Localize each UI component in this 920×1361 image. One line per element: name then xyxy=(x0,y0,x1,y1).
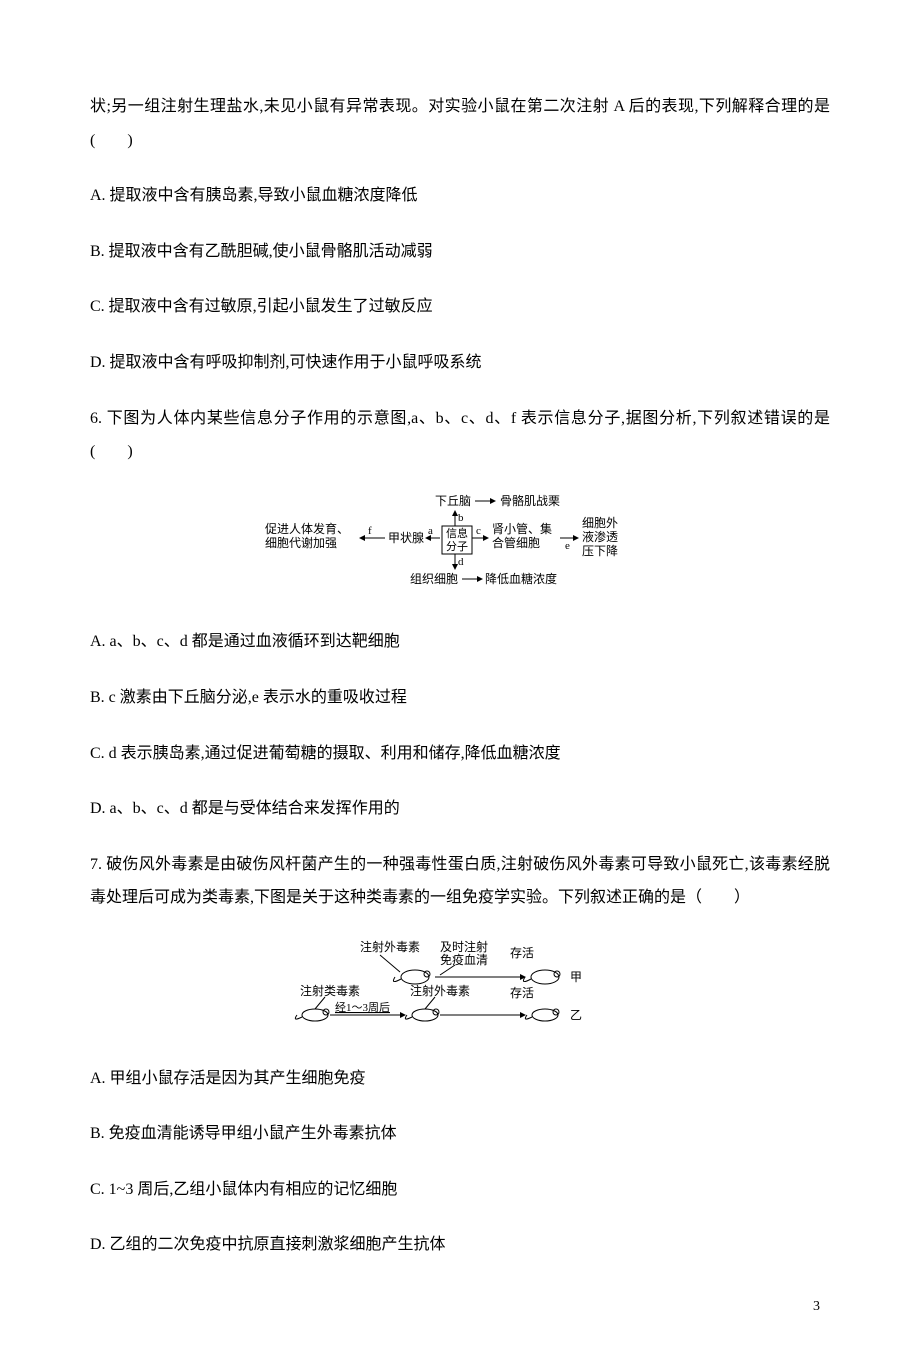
label-jishi1: 及时注射 xyxy=(440,939,488,954)
label-jishi2: 免疫血清 xyxy=(440,952,488,967)
label-yi: 乙 xyxy=(570,1008,582,1022)
q6-option-c: C. d 表示胰岛素,通过促进葡萄糖的摄取、利用和储存,降低血糖浓度 xyxy=(90,737,830,771)
node-jiazhuang: 甲状腺 xyxy=(388,531,424,545)
node-xinxi1: 信息 xyxy=(446,526,468,540)
q6-diagram-svg: 下丘脑 骨骼肌战栗 b 促进人体发育、 细胞代谢加强 f 甲状腺 a 信息 分子… xyxy=(260,491,660,591)
node-shenguan1: 肾小管、集 xyxy=(492,521,552,536)
q7-diagram-svg: 注射外毒素 及时注射 免疫血清 存活 甲 注射类毒素 注射外毒素 存活 xyxy=(280,937,640,1027)
q7-option-a: A. 甲组小鼠存活是因为其产生细胞免疫 xyxy=(90,1062,830,1096)
node-jiangdi: 降低血糖浓度 xyxy=(485,571,557,586)
edge-b: b xyxy=(458,512,464,524)
node-xibao2: 液渗透 xyxy=(582,529,618,544)
label-jing: 经1～3周后 xyxy=(335,1001,390,1014)
node-xinxi2: 分子 xyxy=(446,540,468,553)
q7-option-d: D. 乙组的二次免疫中抗原直接刺激浆细胞产生抗体 xyxy=(90,1228,830,1262)
q5-stem-continuation: 状;另一组注射生理盐水,未见小鼠有异常表现。对实验小鼠在第二次注射 A 后的表现… xyxy=(90,90,830,157)
q6-option-b: B. c 激素由下丘脑分泌,e 表示水的重吸收过程 xyxy=(90,681,830,715)
q6-stem: 6. 下图为人体内某些信息分子作用的示意图,a、b、c、d、f 表示信息分子,据… xyxy=(90,402,830,469)
q6-option-a: A. a、b、c、d 都是通过血液循环到达靶细胞 xyxy=(90,625,830,659)
label-cunhuo2: 存活 xyxy=(510,986,534,1000)
q5-option-b: B. 提取液中含有乙酰胆碱,使小鼠骨骼肌活动减弱 xyxy=(90,235,830,269)
label-zhuwai: 注射外毒素 xyxy=(360,939,420,954)
edge-a: a xyxy=(428,525,433,537)
q7-figure: 注射外毒素 及时注射 免疫血清 存活 甲 注射类毒素 注射外毒素 存活 xyxy=(90,937,830,1040)
edge-f: f xyxy=(368,525,372,537)
edge-e: e xyxy=(565,540,570,552)
page-container: 状;另一组注射生理盐水,未见小鼠有异常表现。对实验小鼠在第二次注射 A 后的表现… xyxy=(0,0,920,1361)
node-cujin2: 细胞代谢加强 xyxy=(265,535,337,550)
q5-option-c: C. 提取液中含有过敏原,引起小鼠发生了过敏反应 xyxy=(90,290,830,324)
q5-option-d: D. 提取液中含有呼吸抑制剂,可快速作用于小鼠呼吸系统 xyxy=(90,346,830,380)
node-guge: 骨骼肌战栗 xyxy=(500,493,560,508)
page-number: 3 xyxy=(90,1292,830,1321)
node-zuzhi: 组织细胞 xyxy=(410,572,458,586)
label-zhulei: 注射类毒素 xyxy=(300,983,360,998)
label-zhuwai2: 注射外毒素 xyxy=(410,983,470,998)
label-cunhuo: 存活 xyxy=(510,946,534,960)
q6-option-d: D. a、b、c、d 都是与受体结合来发挥作用的 xyxy=(90,792,830,826)
q5-option-a: A. 提取液中含有胰岛素,导致小鼠血糖浓度降低 xyxy=(90,179,830,213)
edge-d: d xyxy=(458,556,464,568)
q7-stem: 7. 破伤风外毒素是由破伤风杆菌产生的一种强毒性蛋白质,注射破伤风外毒素可导致小… xyxy=(90,848,830,915)
node-xibao1: 细胞外 xyxy=(582,516,618,530)
edge-c: c xyxy=(476,525,481,537)
node-xiaqiunao: 下丘脑 xyxy=(435,494,471,508)
q6-figure: 下丘脑 骨骼肌战栗 b 促进人体发育、 细胞代谢加强 f 甲状腺 a 信息 分子… xyxy=(90,491,830,604)
node-xibao3: 压下降 xyxy=(582,544,618,558)
node-shenguan2: 合管细胞 xyxy=(492,535,540,550)
label-jia: 甲 xyxy=(570,970,582,984)
node-cujin1: 促进人体发育、 xyxy=(265,521,349,536)
q7-option-c: C. 1~3 周后,乙组小鼠体内有相应的记忆细胞 xyxy=(90,1173,830,1207)
q7-option-b: B. 免疫血清能诱导甲组小鼠产生外毒素抗体 xyxy=(90,1117,830,1151)
